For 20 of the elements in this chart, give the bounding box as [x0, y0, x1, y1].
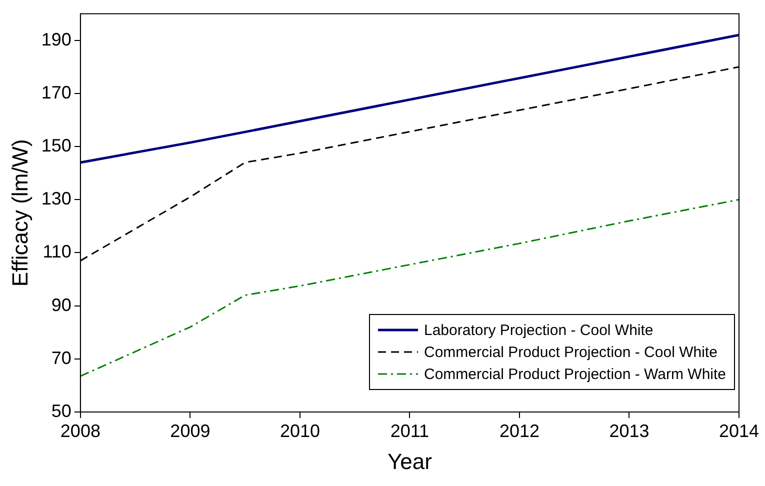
legend-label: Laboratory Projection - Cool White — [424, 322, 654, 338]
y-axis-title: Efficacy (lm/W) — [7, 139, 32, 287]
legend-label: Commercial Product Projection - Cool White — [424, 344, 718, 360]
x-tick-label: 2008 — [60, 420, 100, 441]
y-tick-label: 170 — [41, 82, 72, 102]
y-tick-label: 190 — [41, 29, 72, 50]
x-tick-label: 2012 — [499, 420, 540, 441]
legend-label: Commercial Product Projection - Warm White — [424, 366, 726, 382]
x-tick-label: 2010 — [280, 420, 320, 441]
y-tick-label: 110 — [42, 242, 72, 262]
y-tick-label: 90 — [51, 294, 72, 315]
x-axis-title: Year — [387, 448, 432, 474]
y-tick-label: 50 — [51, 400, 72, 421]
x-tick-label: 2013 — [609, 420, 650, 441]
x-tick-label: 2011 — [390, 420, 430, 441]
y-tick-label: 130 — [41, 188, 72, 209]
x-tick-label: 2014 — [718, 420, 760, 441]
y-tick-label: 70 — [51, 348, 72, 368]
x-tick-label: 2009 — [170, 420, 210, 441]
y-tick-label: 150 — [41, 136, 72, 156]
